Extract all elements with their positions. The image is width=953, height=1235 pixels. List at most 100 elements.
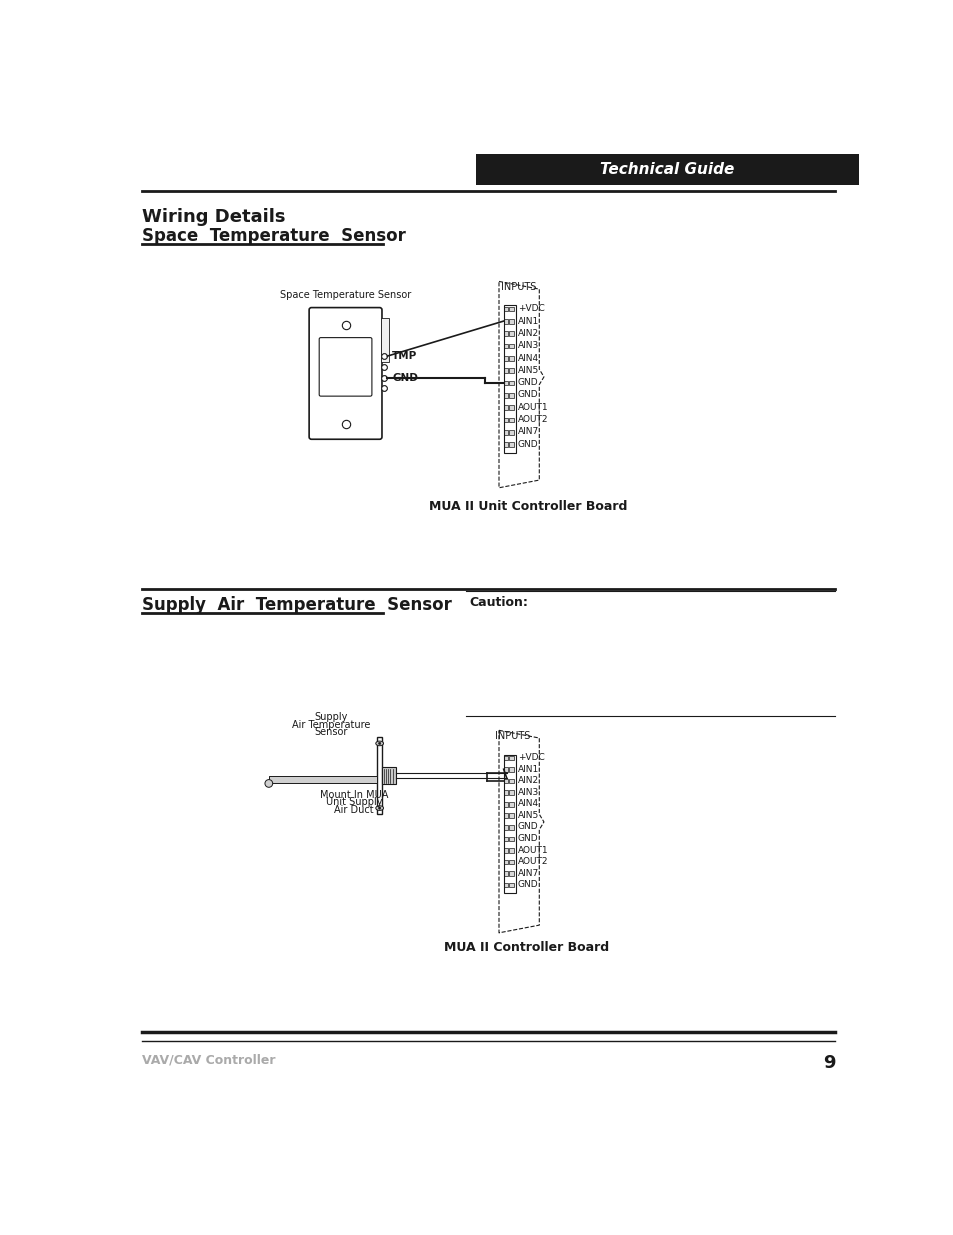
Bar — [381, 317, 389, 362]
Text: +VDC: +VDC — [517, 753, 544, 762]
Bar — [509, 802, 513, 806]
Bar — [509, 368, 513, 373]
Text: +VDC: +VDC — [517, 304, 544, 314]
Ellipse shape — [378, 806, 380, 809]
Text: AOUT1: AOUT1 — [517, 403, 548, 411]
Bar — [509, 767, 513, 772]
Text: Wiring Details: Wiring Details — [142, 209, 286, 226]
Ellipse shape — [375, 805, 383, 810]
Text: GND: GND — [517, 834, 537, 844]
Bar — [509, 442, 513, 447]
Text: Sensor: Sensor — [314, 727, 347, 737]
Bar — [503, 393, 508, 398]
Text: TMP: TMP — [392, 351, 416, 361]
Bar — [476, 154, 858, 185]
Bar — [509, 417, 513, 422]
Text: AIN1: AIN1 — [517, 764, 538, 773]
Bar — [503, 756, 508, 761]
Text: Air Temperature: Air Temperature — [292, 720, 370, 730]
Bar — [503, 802, 508, 806]
Bar — [509, 356, 513, 361]
Text: MUA II Unit Controller Board: MUA II Unit Controller Board — [429, 500, 627, 513]
Text: AOUT2: AOUT2 — [517, 415, 548, 424]
Bar — [503, 356, 508, 361]
FancyBboxPatch shape — [319, 337, 372, 396]
Bar — [503, 767, 508, 772]
Bar — [509, 825, 513, 830]
Text: AIN3: AIN3 — [517, 341, 538, 351]
Bar — [509, 405, 513, 410]
Bar — [503, 442, 508, 447]
Ellipse shape — [375, 741, 383, 746]
Bar — [509, 779, 513, 783]
Bar — [503, 860, 508, 864]
Text: AOUT1: AOUT1 — [517, 846, 548, 855]
Text: AIN7: AIN7 — [517, 868, 538, 878]
Bar — [503, 814, 508, 818]
Bar — [503, 883, 508, 888]
Text: Unit Supply: Unit Supply — [326, 798, 382, 808]
Bar — [269, 776, 377, 783]
Text: Technical Guide: Technical Guide — [599, 162, 734, 178]
Text: VAV/CAV Controller: VAV/CAV Controller — [142, 1053, 275, 1067]
Bar — [509, 860, 513, 864]
Text: GND: GND — [517, 823, 537, 831]
Bar — [509, 871, 513, 876]
Text: Supply: Supply — [314, 711, 347, 721]
Text: Mount In MUA: Mount In MUA — [319, 789, 388, 799]
Text: Space Temperature Sensor: Space Temperature Sensor — [279, 290, 411, 300]
Bar — [503, 825, 508, 830]
Bar — [509, 848, 513, 852]
Bar — [509, 343, 513, 348]
Text: AIN1: AIN1 — [517, 316, 538, 326]
Text: AOUT2: AOUT2 — [517, 857, 548, 866]
Text: GND: GND — [517, 390, 537, 399]
Bar — [503, 790, 508, 795]
Bar — [503, 755, 516, 893]
Bar — [503, 331, 508, 336]
Bar — [503, 871, 508, 876]
Text: MUA II Controller Board: MUA II Controller Board — [444, 941, 609, 955]
Text: GND: GND — [392, 373, 417, 383]
Bar — [509, 319, 513, 324]
Bar — [503, 368, 508, 373]
Text: Caution:: Caution: — [469, 597, 528, 609]
Text: 9: 9 — [822, 1053, 835, 1072]
Bar — [509, 756, 513, 761]
Text: AIN2: AIN2 — [517, 777, 538, 785]
Bar — [509, 331, 513, 336]
Bar — [503, 779, 508, 783]
Ellipse shape — [265, 779, 273, 787]
Bar — [509, 393, 513, 398]
Text: AIN4: AIN4 — [517, 353, 538, 363]
Text: Air Duct: Air Duct — [334, 805, 374, 815]
Text: INPUTS: INPUTS — [495, 731, 530, 741]
Bar — [503, 380, 508, 385]
Ellipse shape — [378, 742, 380, 745]
Bar — [509, 380, 513, 385]
Bar — [503, 417, 508, 422]
Bar — [503, 305, 516, 453]
FancyBboxPatch shape — [309, 308, 381, 440]
Bar — [503, 848, 508, 852]
Bar — [503, 430, 508, 435]
Bar — [503, 306, 508, 311]
Text: INPUTS: INPUTS — [500, 282, 536, 293]
Bar — [503, 405, 508, 410]
Text: GND: GND — [517, 881, 537, 889]
Text: AIN5: AIN5 — [517, 811, 538, 820]
Bar — [509, 790, 513, 795]
Text: AIN3: AIN3 — [517, 788, 538, 797]
Bar — [503, 836, 508, 841]
Bar — [503, 343, 508, 348]
Bar — [381, 767, 395, 784]
Bar — [503, 319, 508, 324]
Bar — [509, 814, 513, 818]
Text: AIN4: AIN4 — [517, 799, 538, 809]
Bar — [509, 306, 513, 311]
Bar — [509, 836, 513, 841]
Text: Space  Temperature  Sensor: Space Temperature Sensor — [142, 227, 406, 245]
Text: GND: GND — [517, 440, 537, 448]
Text: AIN7: AIN7 — [517, 427, 538, 436]
Bar — [377, 737, 381, 814]
